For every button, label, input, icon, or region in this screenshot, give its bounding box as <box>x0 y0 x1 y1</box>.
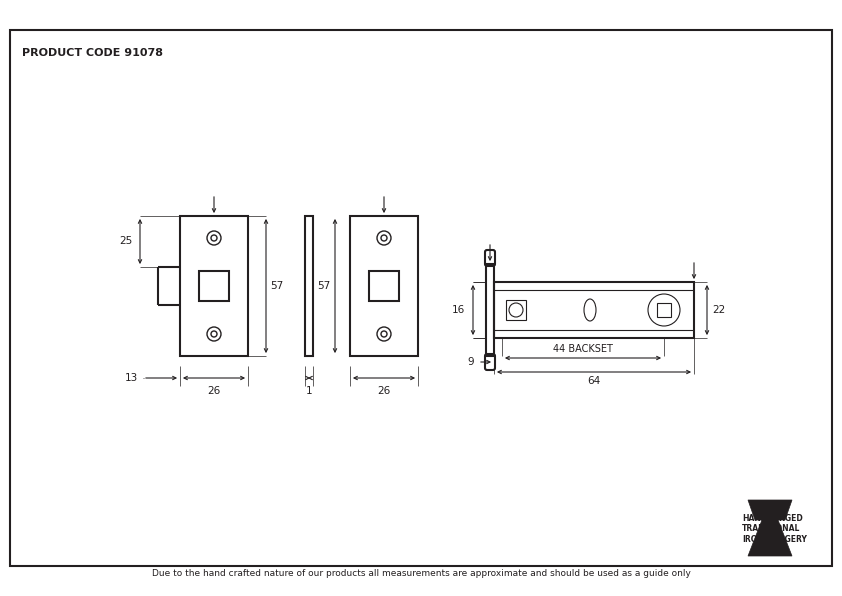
Bar <box>180 216 248 356</box>
Text: 26: 26 <box>207 386 221 396</box>
Bar <box>506 300 526 320</box>
Text: 22: 22 <box>712 305 725 315</box>
Text: 1: 1 <box>306 386 312 396</box>
Text: PRODUCT CODE 91078: PRODUCT CODE 91078 <box>22 48 163 58</box>
Bar <box>350 216 418 356</box>
Text: HANDFORGED: HANDFORGED <box>742 514 802 523</box>
Bar <box>305 216 313 356</box>
Text: 64: 64 <box>588 376 600 386</box>
FancyBboxPatch shape <box>485 354 495 370</box>
Text: IRONMONGERY: IRONMONGERY <box>742 535 807 544</box>
Text: 57: 57 <box>270 281 283 291</box>
Text: 9: 9 <box>467 357 474 367</box>
Bar <box>10 30 832 566</box>
Text: 57: 57 <box>317 281 330 291</box>
Text: TRADITIONAL: TRADITIONAL <box>742 524 801 533</box>
Bar <box>199 271 229 301</box>
Text: 26: 26 <box>377 386 391 396</box>
Polygon shape <box>748 500 792 556</box>
Text: 25: 25 <box>119 237 132 247</box>
Text: 16: 16 <box>452 305 465 315</box>
Bar <box>494 282 694 338</box>
Text: 13: 13 <box>125 373 138 383</box>
Text: Due to the hand crafted nature of our products all measurements are approximate : Due to the hand crafted nature of our pr… <box>152 569 690 578</box>
Bar <box>369 271 399 301</box>
FancyBboxPatch shape <box>485 250 495 266</box>
Bar <box>657 303 671 317</box>
Text: 44 BACKSET: 44 BACKSET <box>553 344 613 354</box>
